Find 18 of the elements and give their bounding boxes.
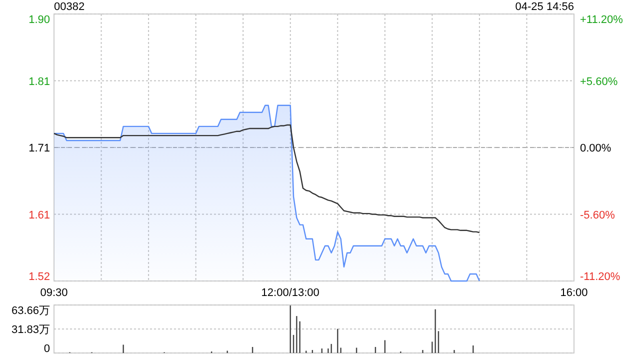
y-tick-label: 1.90 <box>28 14 50 26</box>
y2-tick-label: -5.60% <box>580 209 616 222</box>
y-tick-label: 63.66万 <box>11 305 50 317</box>
x-tick-label: 12:00/13:00 <box>261 287 320 299</box>
y-tick-label: 1.52 <box>28 271 50 283</box>
y-tick-label: 0 <box>44 343 50 355</box>
text: 04-25 14:56 <box>515 1 574 13</box>
y-tick-label: 1.61 <box>28 209 50 222</box>
y2-tick-label: +5.60% <box>580 76 618 88</box>
y-tick-label: 1.71 <box>28 142 50 154</box>
y2-tick-label: 0.00% <box>580 142 612 154</box>
x-tick-label: 16:00 <box>560 287 588 299</box>
y-tick-label: 31.83万 <box>11 324 50 336</box>
y-tick-label: 1.81 <box>28 76 50 88</box>
y2-tick-label: -11.20% <box>580 271 620 283</box>
x-tick-label: 09:30 <box>40 287 68 299</box>
chart-title: 00382 <box>54 1 85 13</box>
y2-tick-label: +11.20% <box>580 14 624 26</box>
